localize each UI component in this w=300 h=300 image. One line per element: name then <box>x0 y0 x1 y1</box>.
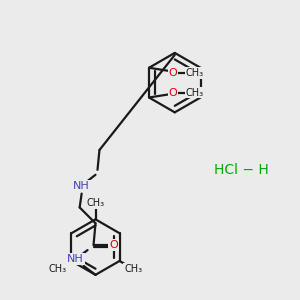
Text: CH₃: CH₃ <box>185 68 204 78</box>
Text: CH₃: CH₃ <box>49 264 67 274</box>
Text: CH₃: CH₃ <box>86 199 105 208</box>
Text: HCl − H: HCl − H <box>214 163 268 177</box>
Text: CH₃: CH₃ <box>124 264 142 274</box>
Text: O: O <box>168 88 177 98</box>
Text: NH: NH <box>73 181 90 191</box>
Text: CH₃: CH₃ <box>185 88 204 98</box>
Text: O: O <box>168 68 177 78</box>
Text: O: O <box>109 240 118 250</box>
Text: NH: NH <box>67 254 84 264</box>
